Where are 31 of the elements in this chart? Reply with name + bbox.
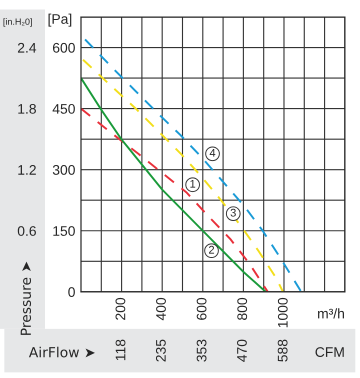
- x2-tick-label: 118: [116, 340, 126, 360]
- x-axis-title: m³/h: [318, 308, 344, 319]
- y-tick-label: 150: [53, 226, 75, 236]
- y-axis-title: [Pa]: [48, 14, 72, 27]
- text: AirFlow ➤: [28, 346, 95, 358]
- y2-tick-label: 0.6: [18, 226, 36, 236]
- x2-axis-title: CFM: [316, 347, 344, 357]
- x2-tick-label: 353: [196, 340, 206, 362]
- x-tick-label: 600: [196, 298, 207, 320]
- x2-tick-label: 235: [156, 340, 166, 362]
- annotation: 3: [230, 208, 236, 217]
- line-series: [82, 58, 284, 292]
- x-tick-label: 800: [237, 298, 248, 320]
- y-tick-label: 0: [68, 287, 75, 297]
- annotation: 4: [210, 149, 216, 157]
- y-tick-label: 300: [52, 165, 75, 175]
- y2-tick-label: 1.2: [18, 165, 36, 175]
- x-tick-label: 1000: [278, 298, 288, 328]
- y-tick-label: 600: [52, 42, 75, 53]
- line-series: [84, 38, 302, 292]
- x-tick-label: 200: [115, 298, 126, 320]
- text: Pressure ➤: [20, 262, 32, 335]
- x2-tick-label: 470: [237, 340, 247, 362]
- y-tick-label: 450: [52, 104, 75, 114]
- annotation: 1: [190, 180, 196, 188]
- y2-tick-label: 1.8: [18, 104, 36, 114]
- x-tick-label: 400: [156, 298, 166, 320]
- y2-axis-title: [in.H₂0]: [4, 18, 32, 27]
- x2-tick-label: 588: [278, 340, 288, 362]
- annotation: 2: [208, 246, 214, 254]
- y2-tick-label: 2.4: [18, 42, 36, 53]
